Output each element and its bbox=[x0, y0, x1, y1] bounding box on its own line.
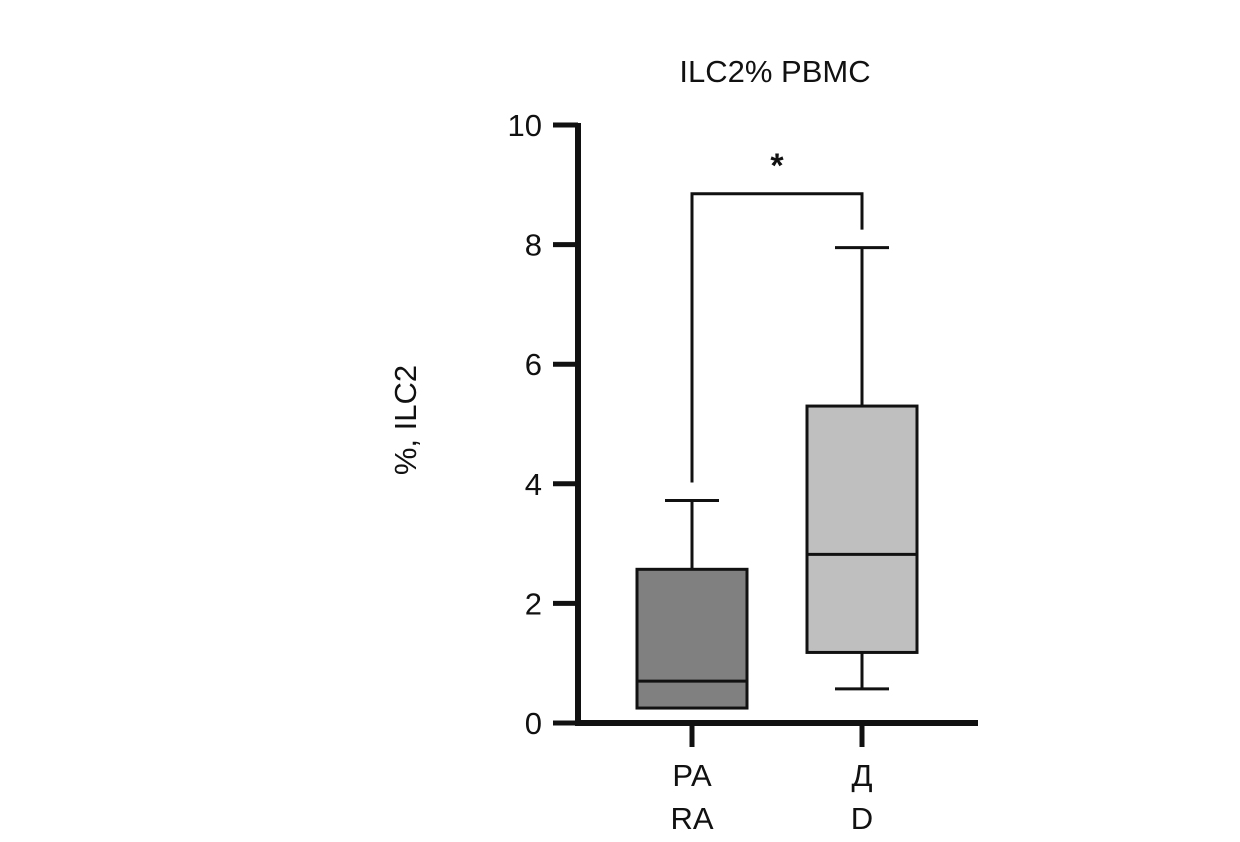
y-tick-label-2: 2 bbox=[525, 586, 542, 621]
axes: 0 2 4 6 8 10 РА RA ДD bbox=[508, 108, 978, 836]
box-group bbox=[635, 246, 919, 710]
significance-marker-0: * bbox=[770, 147, 784, 185]
box-rect-1 bbox=[805, 404, 919, 654]
x-category-label-en-1: D bbox=[851, 801, 873, 836]
y-tick-label-6: 6 bbox=[525, 347, 542, 382]
y-tick-label-4: 4 bbox=[525, 467, 542, 502]
y-tick-label-10: 10 bbox=[508, 108, 542, 143]
box-0 bbox=[635, 499, 749, 710]
x-category-label-ru-0: РА bbox=[672, 758, 712, 793]
box-rect-0 bbox=[635, 567, 749, 710]
x-category-label-en-0: RA bbox=[670, 801, 713, 836]
y-tick-label-8: 8 bbox=[525, 228, 542, 263]
y-axis-label: %, ILC2 bbox=[388, 365, 423, 475]
annotation-group: * bbox=[690, 147, 864, 483]
box-1 bbox=[805, 246, 919, 691]
y-tick-label-0: 0 bbox=[525, 706, 542, 741]
significance-bracket-0 bbox=[690, 192, 864, 483]
x-category-label-ru-1: Д bbox=[852, 758, 873, 793]
chart-title: ILC2% PBMC bbox=[679, 54, 870, 89]
